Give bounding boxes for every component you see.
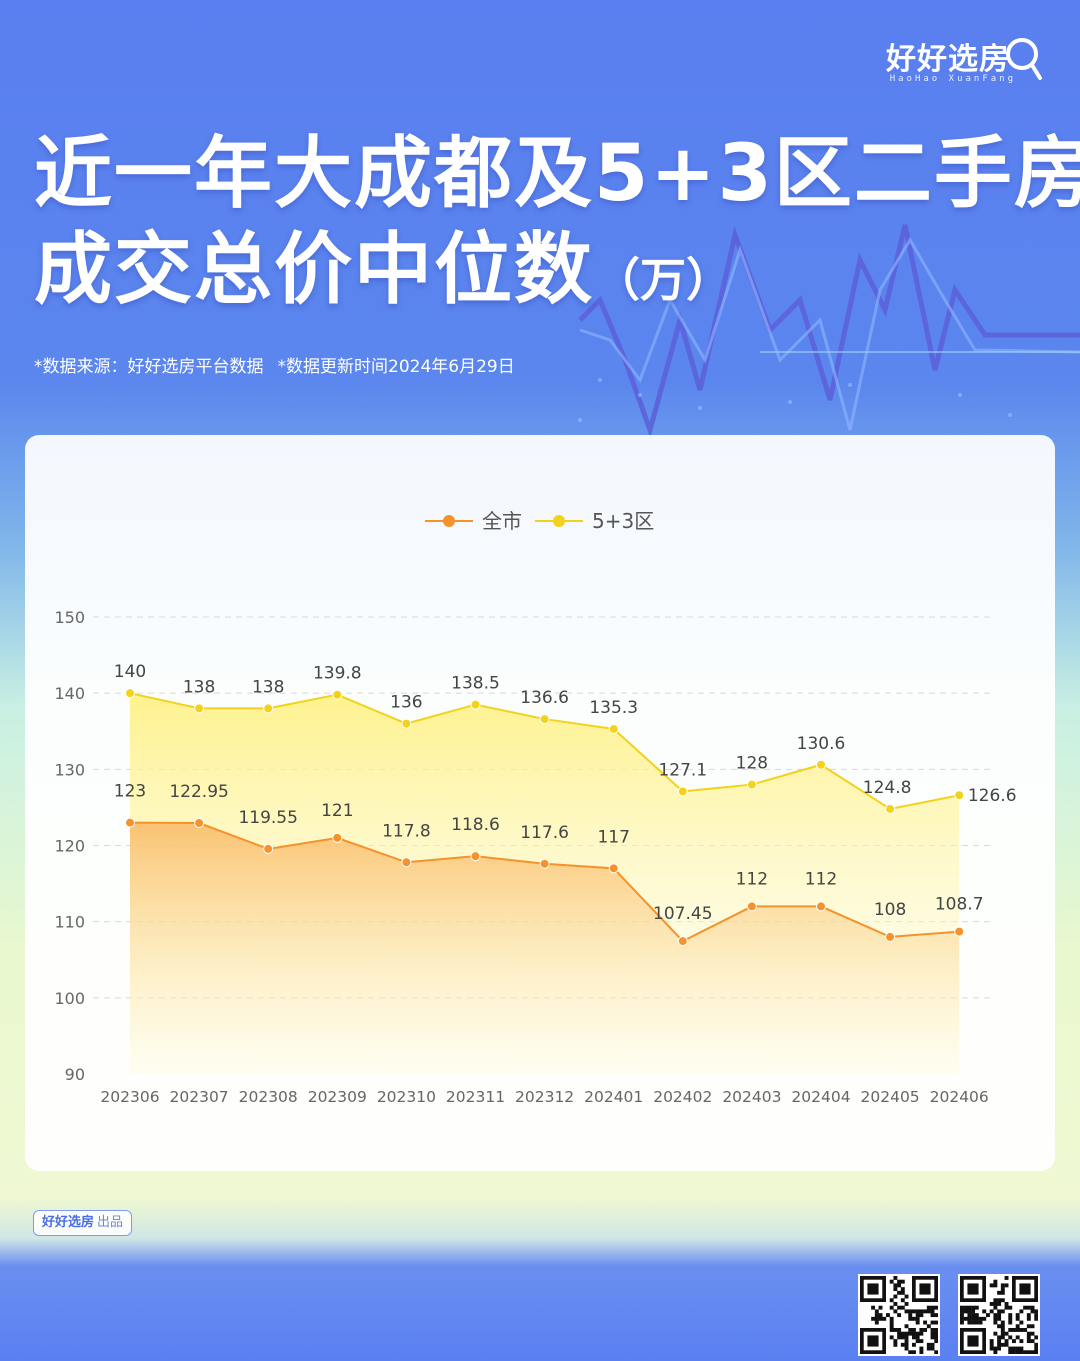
city-data-point	[263, 843, 274, 854]
update-time-text: *数据更新时间2024年6月29日	[277, 357, 515, 377]
district-data-label: 140	[114, 662, 146, 682]
producer-suffix: 出品	[97, 1215, 124, 1230]
legend-marker	[443, 515, 455, 527]
producer-badge: 好好选房 出品	[33, 1210, 133, 1236]
city-data-point	[539, 858, 550, 869]
y-tick-label: 140	[54, 684, 85, 703]
district-data-label: 139.8	[313, 664, 362, 684]
city-data-label: 117	[597, 827, 629, 847]
legend-item: 全市	[425, 509, 522, 533]
brand-pinyin: HaoHao XuanFang	[889, 74, 1016, 84]
district-data-point	[332, 689, 343, 700]
page-title: 近一年大成都及5+3区二手房 成交总价中位数（万）	[34, 126, 1080, 328]
title-line-1: 近一年大成都及5+3区二手房	[34, 129, 1080, 219]
district-data-point	[470, 699, 481, 710]
city-data-point	[608, 863, 619, 874]
brand-name: 好好选房	[886, 42, 1010, 77]
district-data-point	[125, 688, 135, 699]
y-tick-label: 100	[54, 989, 85, 1008]
decorative-wave-lines	[578, 224, 1080, 439]
x-tick-label: 202401	[584, 1088, 643, 1106]
district-data-point	[263, 703, 274, 714]
x-tick-label: 202312	[515, 1088, 574, 1106]
district-data-label: 138	[252, 677, 284, 697]
district-data-point	[539, 714, 550, 725]
district-data-label: 126.6	[968, 786, 1017, 806]
title-line-2: 成交总价中位数（万）	[34, 222, 1080, 328]
city-data-point	[677, 936, 688, 947]
district-data-point	[194, 703, 205, 714]
brand-logo: 好好选房 HaoHao XuanFang	[844, 34, 1044, 94]
y-tick-label: 120	[54, 837, 85, 856]
y-tick-label: 130	[54, 760, 85, 779]
magnifier-icon	[1006, 38, 1042, 80]
district-data-label: 136	[390, 693, 422, 713]
chart-card: 90 100 110 120 130 140 150 202306 202307 202308 20…	[25, 435, 1055, 1171]
x-tick-label: 202309	[308, 1088, 367, 1106]
x-tick-label: 202403	[722, 1088, 781, 1106]
city-data-point	[746, 901, 757, 912]
district-data-label: 124.8	[863, 778, 912, 798]
city-data-label: 112	[736, 869, 768, 889]
city-data-label: 123	[114, 782, 146, 802]
producer-brand: 好好选房	[42, 1215, 95, 1230]
source-text: *数据来源：好好选房平台数据	[34, 357, 264, 377]
city-data-point	[125, 817, 135, 828]
y-tick-label: 110	[54, 913, 85, 932]
district-data-point	[954, 790, 965, 801]
district-data-point	[608, 723, 619, 734]
city-data-point	[816, 901, 826, 912]
district-data-label: 136.6	[520, 688, 569, 708]
city-data-label: 117.8	[382, 821, 431, 841]
legend-item: 5+3区	[535, 509, 654, 533]
district-data-label: 128	[736, 754, 768, 774]
district-data-label: 130.6	[797, 734, 846, 754]
city-data-label: 112	[805, 869, 837, 889]
line-chart: 90 100 110 120 130 140 150 202306 202307 202308 20…	[54, 509, 1017, 1106]
district-data-point	[677, 786, 688, 797]
city-data-point	[194, 818, 205, 829]
x-tick-label: 202406	[930, 1088, 989, 1106]
x-tick-label: 202404	[791, 1088, 850, 1106]
data-source-note: *数据来源：好好选房平台数据 *数据更新时间2024年6月29日	[34, 352, 529, 377]
qr-code-icon[interactable]	[958, 1274, 1040, 1356]
district-data-point	[401, 718, 412, 729]
title-line-2-text: 成交总价中位数	[34, 225, 595, 315]
legend-label: 5+3区	[592, 509, 654, 533]
city-data-label: 108	[874, 900, 906, 920]
city-data-label: 119.55	[238, 808, 297, 828]
district-data-label: 138.5	[451, 674, 500, 694]
city-data-label: 121	[321, 801, 353, 821]
district-data-point	[746, 779, 757, 790]
city-data-label: 108.7	[935, 895, 984, 915]
city-data-point	[401, 857, 412, 868]
district-data-point	[885, 803, 896, 814]
x-tick-label: 202307	[170, 1088, 229, 1106]
district-data-label: 135.3	[589, 698, 638, 718]
district-data-label: 138	[183, 677, 215, 697]
qr-code-icon[interactable]	[858, 1274, 940, 1356]
legend-label: 全市	[482, 509, 522, 533]
city-data-label: 122.95	[169, 782, 228, 802]
x-tick-label: 202402	[653, 1088, 712, 1106]
district-data-point	[816, 759, 826, 770]
city-data-point	[885, 931, 896, 942]
city-data-point	[954, 926, 965, 937]
x-tick-label: 202308	[239, 1088, 298, 1106]
y-tick-label: 150	[54, 608, 85, 627]
city-area	[130, 822, 960, 1074]
city-data-label: 107.45	[653, 904, 712, 924]
x-tick-label: 202405	[861, 1088, 920, 1106]
y-tick-label: 90	[65, 1065, 85, 1084]
x-tick-label: 202306	[100, 1088, 159, 1106]
city-data-point	[332, 832, 343, 843]
district-data-label: 127.1	[658, 760, 707, 780]
legend-marker	[553, 515, 565, 527]
x-tick-label: 202311	[446, 1088, 505, 1106]
title-unit: （万）	[594, 253, 733, 307]
x-tick-label: 202310	[377, 1088, 436, 1106]
city-data-label: 117.6	[520, 823, 569, 843]
city-data-label: 118.6	[451, 815, 500, 835]
city-data-point	[470, 851, 481, 862]
